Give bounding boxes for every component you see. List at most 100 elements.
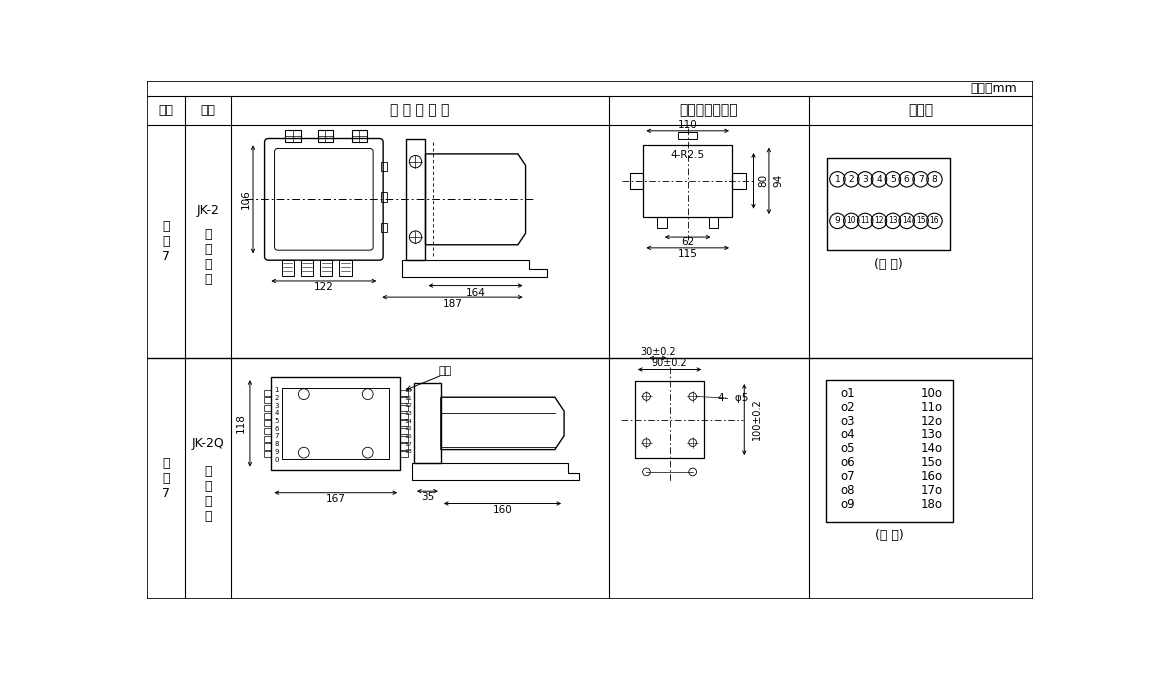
Bar [414,384,441,464]
Text: o7: o7 [840,470,855,483]
Text: 187: 187 [442,299,463,309]
Bar [401,413,407,419]
Text: 118: 118 [236,413,245,433]
Bar [630,173,643,188]
Text: o9: o9 [840,498,855,511]
Bar [709,217,718,228]
Bar [401,421,407,427]
Text: 90±0.2: 90±0.2 [651,358,687,368]
Text: 14: 14 [404,419,412,423]
Text: 17o: 17o [921,484,943,497]
Bar [401,405,407,411]
Text: (正 视): (正 视) [875,530,904,542]
Bar [264,444,272,450]
Text: 附
图
7: 附 图 7 [162,220,170,262]
Text: 4: 4 [876,175,882,184]
Text: JK-2: JK-2 [197,204,220,217]
Text: 10o: 10o [921,387,943,400]
Text: 图号: 图号 [159,104,174,117]
Text: (背 视): (背 视) [874,258,902,271]
Bar [264,413,272,419]
Text: 16: 16 [404,434,412,439]
Text: o5: o5 [840,442,855,456]
Text: 94: 94 [773,174,783,188]
Bar [318,130,333,143]
Text: 11: 11 [861,217,870,225]
Text: 7: 7 [917,175,923,184]
Bar [381,162,387,171]
Text: 12o: 12o [921,415,943,427]
Text: o3: o3 [840,415,855,427]
Text: 17: 17 [404,441,412,447]
Text: 16: 16 [930,217,939,225]
Text: 底座: 底座 [439,366,451,376]
Text: 安装开孔尺寸图: 安装开孔尺寸图 [679,104,738,117]
Text: 板
后
接
线: 板 后 接 线 [205,227,212,286]
Text: 0: 0 [275,456,280,462]
Text: 18o: 18o [921,498,943,511]
Text: 附
图
7: 附 图 7 [162,457,170,500]
Bar [678,133,696,139]
Text: 结构: 结构 [201,104,216,117]
Text: 11: 11 [404,396,412,400]
Text: 110: 110 [678,120,698,130]
Bar [401,397,407,403]
Text: 8: 8 [931,175,937,184]
Text: 100±0.2: 100±0.2 [752,398,762,440]
Text: 15o: 15o [921,456,943,469]
Text: 10: 10 [846,217,856,225]
Text: 14: 14 [902,217,912,225]
Bar [264,405,272,411]
Bar [406,139,426,260]
Text: o2: o2 [840,400,855,414]
Bar [635,381,704,458]
Text: o6: o6 [840,456,855,469]
Text: 13: 13 [404,411,412,416]
Bar [264,435,272,442]
Text: 4-  φ5: 4- φ5 [718,393,748,403]
Text: 164: 164 [466,287,486,297]
Bar [826,380,953,522]
Bar [826,157,950,250]
Text: 7: 7 [275,433,280,439]
Text: 18: 18 [404,450,412,454]
Bar [264,397,272,403]
Text: 3: 3 [862,175,868,184]
Bar [401,444,407,450]
Bar [264,390,272,396]
Text: 167: 167 [326,494,345,504]
Text: 4: 4 [275,411,279,417]
Text: 5: 5 [275,418,279,424]
Text: JK-2Q: JK-2Q [192,437,224,450]
Text: 13: 13 [889,217,898,225]
Bar [401,428,407,434]
Text: 30±0.2: 30±0.2 [640,347,676,357]
Bar [282,260,294,275]
Text: 1: 1 [275,387,280,393]
Text: 13o: 13o [921,429,943,441]
Text: 端子图: 端子图 [908,104,933,117]
Text: 9: 9 [834,217,840,225]
Text: 15: 15 [404,426,412,431]
Bar [401,390,407,396]
Bar [282,388,389,459]
Text: 160: 160 [493,505,512,515]
Text: 15: 15 [916,217,925,225]
Text: 10: 10 [404,388,412,393]
Bar [264,451,272,457]
Bar [732,173,746,188]
Text: 9: 9 [275,449,280,455]
Bar [340,260,351,275]
Text: 14o: 14o [921,442,943,456]
Text: 80: 80 [757,174,768,187]
Text: 12: 12 [404,403,412,409]
Bar [285,130,300,143]
Bar [381,223,387,232]
Bar [643,145,732,217]
Text: 115: 115 [678,249,698,259]
Text: 6: 6 [904,175,909,184]
Text: 122: 122 [314,282,334,292]
Bar [351,130,367,143]
Text: 11o: 11o [921,400,943,414]
Bar [657,217,666,228]
